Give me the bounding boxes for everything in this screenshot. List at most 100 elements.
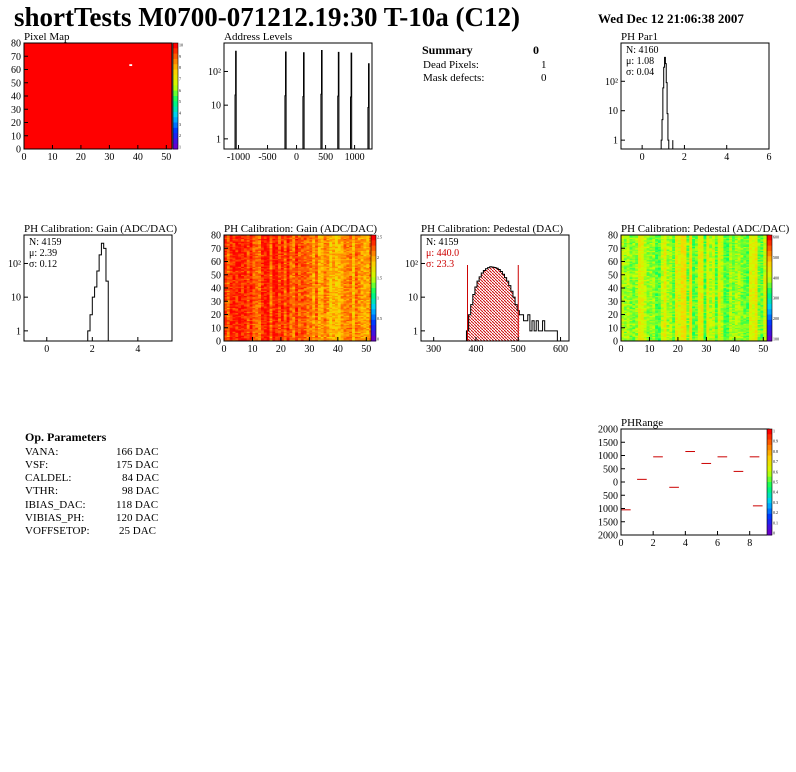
heatmap-cell [317,273,322,276]
heatmap-cell [261,242,265,245]
heatmap-cell [243,334,248,337]
heatmap-cell [306,285,310,288]
heatmap-cell [235,274,239,277]
heatmap-cell [346,258,350,261]
heatmap-cell [295,261,299,264]
heatmap-cell [269,253,273,256]
heatmap-cell [638,261,642,264]
heatmap-cell [229,295,233,298]
heatmap-cell [629,334,633,337]
heatmap-cell [335,262,339,265]
heatmap-cell [246,238,251,241]
heatmap-cell [317,327,322,330]
heatmap-cell [354,266,359,269]
heatmap-cell [366,284,370,286]
heatmap-cell [312,288,316,290]
heatmap-cell [295,249,299,252]
heatmap-cell [329,303,333,306]
heatmap-cell [224,250,228,253]
heatmap-cell [357,265,362,268]
heatmap-cell [269,277,273,280]
heatmap-cell [363,318,367,321]
heatmap-cell [263,235,268,237]
heatmap-cell [272,265,276,268]
heatmap-cell [317,276,322,278]
heatmap-cell [623,319,628,322]
heatmap-cell [360,268,364,270]
heatmap-cell [269,317,273,319]
heatmap-cell [272,282,276,285]
heatmap-cell [635,289,639,292]
heatmap-cell [309,244,313,246]
heatmap-cell [272,317,276,319]
heatmap-cell [363,264,367,266]
heatmap-cell [224,314,228,317]
heatmap-cell [346,313,350,315]
heatmap-cell [269,325,273,327]
heatmap-cell [312,246,316,249]
heatmap-cell [343,244,347,246]
heatmap-cell [638,277,642,280]
heatmap-cell [343,334,347,337]
heatmap-cell [317,290,322,293]
heatmap-cell [621,301,625,303]
heatmap-cell [343,249,347,252]
heatmap-cell [354,253,359,256]
heatmap-cell [621,293,625,296]
heatmap-cell [346,306,350,309]
heatmap-cell [252,325,256,327]
heatmap-cell [289,306,293,309]
heatmap-cell [306,280,310,282]
heatmap-cell [243,246,248,249]
heatmap-cell [226,293,231,296]
heatmap-cell [235,298,239,301]
heatmap-cell [623,268,628,270]
heatmap-cell [243,278,248,281]
heatmap-cell [300,334,305,337]
heatmap-cell [335,302,339,305]
heatmap-cell [286,270,290,273]
y-tick-label: 30 [211,297,221,308]
heatmap-cell [280,273,285,276]
heatmap-cell [626,249,630,252]
heatmap-cell [315,311,319,314]
heatmap-cell [360,311,364,314]
heatmap-cell [224,237,228,240]
heatmap-cell [354,262,359,265]
heatmap-cell [363,281,367,284]
heatmap-cell [306,314,310,317]
heatmap-cell [629,253,633,256]
heatmap-cell [275,236,279,239]
heatmap-cell [243,266,248,269]
heatmap-cell [343,264,347,266]
heatmap-cell [289,319,293,322]
heatmap-cell [306,273,310,276]
heatmap-cell [626,244,630,246]
heatmap-cell [629,294,633,297]
heatmap-cell [283,327,288,330]
heatmap-cell [295,281,299,284]
heatmap-cell [295,333,299,335]
heatmap-cell [224,295,228,298]
heatmap-cell [303,317,307,319]
heatmap-cell [224,327,228,330]
heatmap-cell [346,338,350,341]
heatmap-cell [266,286,270,289]
heatmap-cell [363,258,367,261]
heatmap-cell [283,238,288,241]
heatmap-cell [292,307,296,310]
heatmap-cell [354,288,359,290]
heatmap-cell [238,315,242,318]
heatmap-cell [238,261,242,264]
heatmap-cell [337,334,342,337]
heatmap-cell [332,309,336,311]
heatmap-cell [366,299,370,302]
heatmap-cell [320,337,325,339]
heatmap-cell [323,238,327,241]
x-tick-label: 400 [468,344,483,355]
heatmap-cell [323,244,327,246]
heatmap-cell [357,241,362,244]
heatmap-cell [292,290,296,293]
heatmap-cell [335,325,339,327]
heatmap-cell [626,282,630,285]
